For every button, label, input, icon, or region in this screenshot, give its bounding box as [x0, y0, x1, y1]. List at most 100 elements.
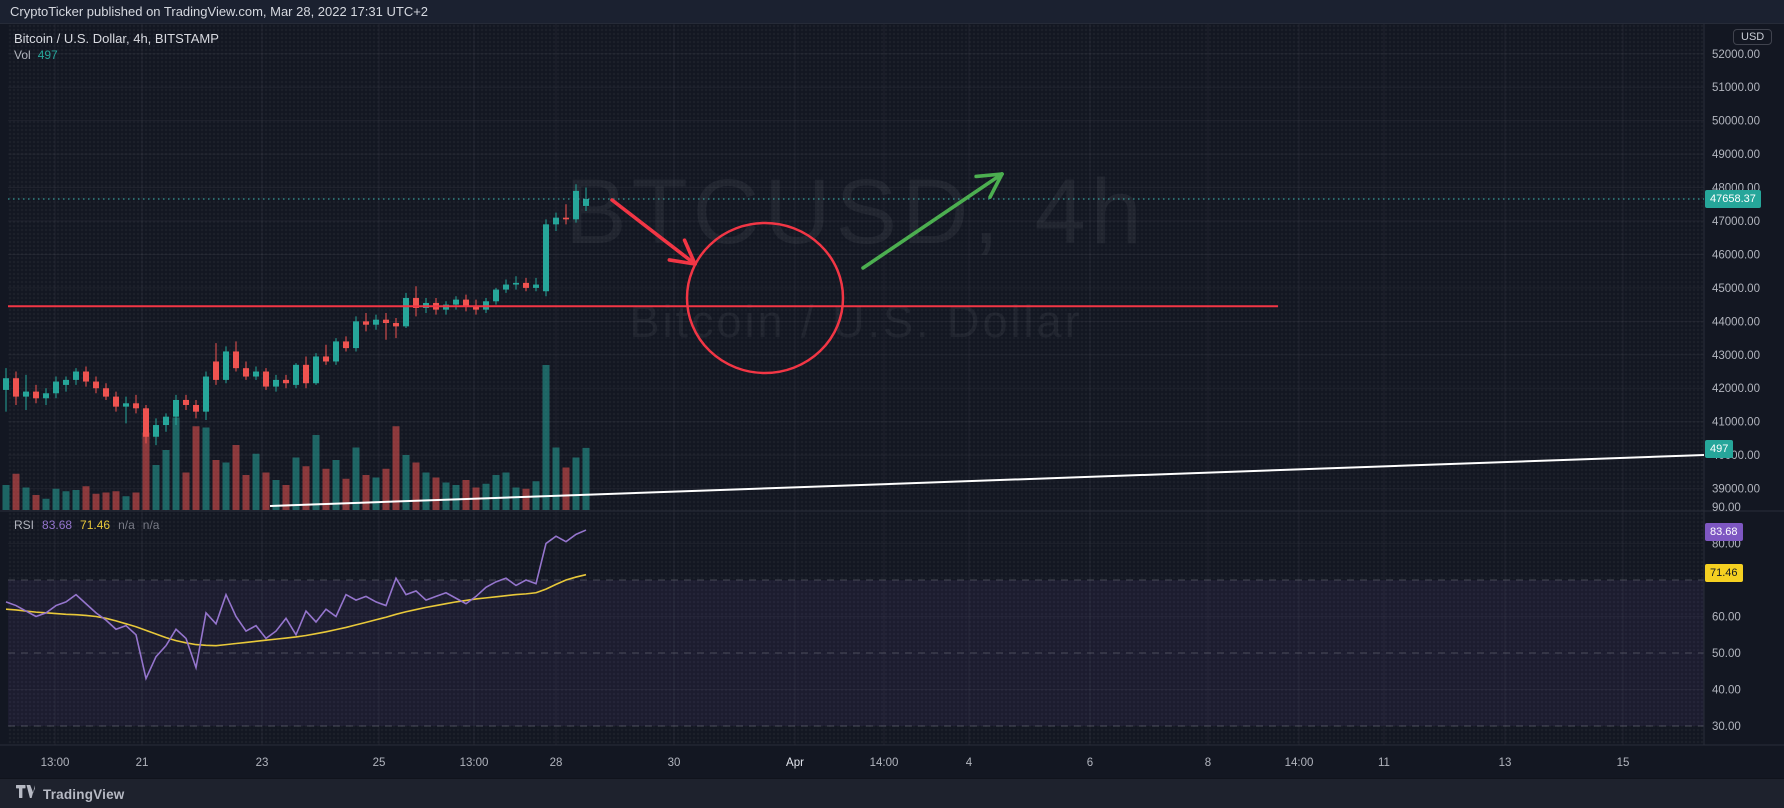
volume-bar — [172, 417, 180, 510]
volume-bar — [122, 496, 130, 510]
published-text: CryptoTicker published on TradingView.co… — [10, 4, 429, 19]
green-arrow-annotation[interactable] — [861, 172, 1004, 270]
volume-bar — [52, 488, 60, 510]
candle-body — [523, 282, 529, 288]
candle-body — [213, 361, 219, 380]
volume-bar — [392, 426, 400, 510]
time-axis-label[interactable]: 8 — [1205, 757, 1211, 769]
green-arrow-annotation-head[interactable] — [988, 172, 1004, 199]
time-axis-label[interactable]: 28 — [550, 757, 563, 769]
candle-body — [333, 341, 339, 362]
rsi-ma-badge: 71.46 — [1705, 564, 1743, 582]
rsi-axis-label: 50.00 — [1712, 648, 1741, 660]
rsi-value-badge: 83.68 — [1705, 523, 1743, 541]
green-arrow-annotation-head[interactable] — [974, 172, 1004, 179]
candle-body — [143, 408, 149, 437]
volume-bar — [582, 447, 590, 510]
trendline[interactable] — [269, 454, 1705, 507]
candle-body — [583, 198, 589, 206]
time-axis-label[interactable]: 14:00 — [870, 757, 899, 769]
volume-bar — [382, 468, 390, 510]
time-axis-label[interactable]: 6 — [1087, 757, 1093, 769]
rsi-legend[interactable]: RSI 83.68 71.46 n/a n/a — [14, 518, 159, 532]
rsi-legend-na1: n/a — [118, 518, 135, 532]
time-axis-label[interactable]: 30 — [668, 757, 681, 769]
rsi-axis-label: 30.00 — [1712, 721, 1741, 733]
price-axis-label: 51000.00 — [1712, 82, 1760, 94]
time-axis-label[interactable]: 15 — [1617, 757, 1630, 769]
candle-body — [473, 306, 479, 310]
volume-badge: 497 — [1705, 440, 1734, 458]
candle-body — [33, 391, 39, 399]
time-axis-label[interactable]: 4 — [966, 757, 973, 769]
candle-body — [543, 224, 549, 292]
time-axis-label[interactable]: 13 — [1499, 757, 1512, 769]
candle-body — [63, 379, 69, 385]
candle-body — [343, 341, 349, 349]
symbol-legend[interactable]: Bitcoin / U.S. Dollar, 4h, BITSTAMP — [14, 31, 219, 46]
volume-bar — [222, 462, 230, 510]
currency-toggle[interactable]: USD — [1733, 29, 1773, 45]
volume-legend[interactable]: Vol 497 — [14, 48, 58, 62]
candle-body — [153, 425, 159, 437]
volume-bar — [32, 495, 40, 510]
candle-body — [103, 388, 109, 397]
volume-bar — [92, 493, 100, 510]
rsi-legend-na2: n/a — [142, 518, 160, 532]
volume-bar — [262, 472, 270, 510]
red-arrow-annotation[interactable] — [610, 198, 697, 266]
time-axis-label[interactable]: 25 — [373, 757, 386, 769]
volume-legend-value: 497 — [37, 48, 58, 62]
volume-bar — [242, 475, 250, 510]
time-axis-label[interactable]: Apr — [786, 757, 804, 769]
red-arrow-annotation-head[interactable] — [682, 238, 697, 266]
price-axis-label: 46000.00 — [1712, 249, 1760, 261]
volume-bar — [72, 490, 80, 510]
time-axis-label[interactable]: 11 — [1378, 757, 1390, 769]
volume-bar — [492, 475, 500, 510]
price-axis-label: 45000.00 — [1712, 283, 1760, 295]
volume-bar — [22, 487, 30, 510]
volume-bar — [232, 445, 240, 510]
volume-bar — [142, 432, 150, 510]
volume-bar — [302, 466, 310, 510]
candle-body — [513, 282, 519, 285]
circle-annotation[interactable] — [685, 221, 845, 375]
price-axis-label: 50000.00 — [1712, 116, 1760, 128]
chart-canvas[interactable]: 52000.0051000.0050000.0049000.0048000.00… — [0, 24, 1784, 778]
time-axis-label[interactable]: 23 — [256, 757, 269, 769]
volume-bar — [542, 365, 550, 510]
price-axis-label: 52000.00 — [1712, 49, 1760, 61]
tradingview-logo-icon[interactable] — [16, 784, 35, 804]
volume-bar — [102, 492, 110, 510]
price-axis-label: 42000.00 — [1712, 383, 1760, 395]
price-axis-label: 49000.00 — [1712, 149, 1760, 161]
candle-body — [293, 364, 299, 385]
volume-bar — [132, 492, 140, 510]
candle-body — [553, 217, 559, 225]
time-axis-label[interactable]: 14:00 — [1285, 757, 1314, 769]
tradingview-logo-text[interactable]: TradingView — [43, 786, 125, 802]
candle-body — [373, 319, 379, 325]
volume-bar — [12, 473, 20, 510]
rsi-line — [5, 529, 587, 682]
volume-bar — [352, 447, 360, 510]
time-axis-label[interactable]: 13:00 — [460, 757, 489, 769]
time-axis-label[interactable]: 21 — [136, 757, 149, 769]
candle-body — [73, 371, 79, 380]
red-arrow-annotation-head[interactable] — [667, 258, 697, 266]
symbol-legend-text: Bitcoin / U.S. Dollar, 4h, BITSTAMP — [14, 31, 219, 46]
candle-body — [323, 356, 329, 362]
candle-body — [53, 381, 59, 394]
rsi-axis-label: 40.00 — [1712, 685, 1741, 697]
candle-body — [573, 190, 579, 220]
candle-body — [393, 323, 399, 327]
last-price-badge: 47658.37 — [1705, 190, 1761, 208]
candle-body — [183, 399, 189, 405]
candle-body — [463, 299, 469, 307]
candle-body — [223, 351, 229, 380]
time-axis-label[interactable]: 13:00 — [41, 757, 70, 769]
volume-bar — [412, 462, 420, 510]
rsi-axis-label: 80.00 — [1712, 538, 1741, 550]
